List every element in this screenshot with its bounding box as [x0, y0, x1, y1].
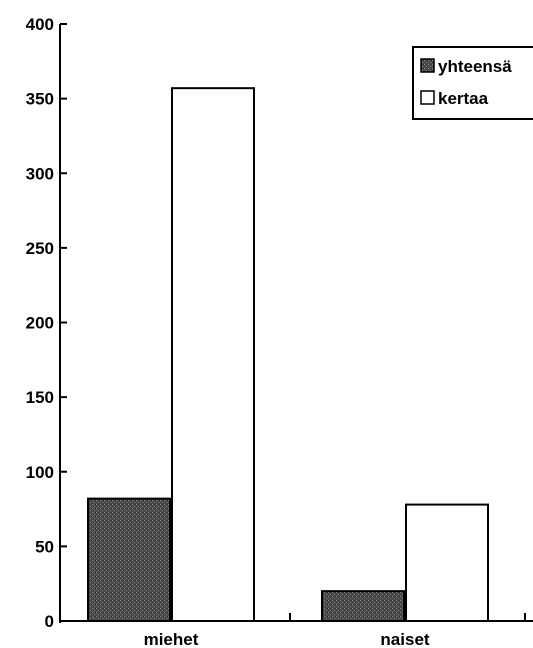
y-tick-label: 300 [26, 164, 54, 183]
bars-layer [87, 87, 489, 623]
legend-label-kertaa: kertaa [438, 89, 489, 108]
legend: yhteensä kertaa [412, 46, 533, 120]
bar-kertaa-miehet [171, 87, 255, 623]
y-axis: 0 50 100 150 200 250 300 350 400 [26, 15, 67, 631]
y-tick-label: 150 [26, 388, 54, 407]
y-tick-label: 250 [26, 239, 54, 258]
legend-label-yhteensa: yhteensä [438, 57, 512, 76]
y-tick-label: 350 [26, 90, 54, 109]
bar-kertaa-naiset [405, 503, 489, 622]
y-tick-label: 0 [45, 612, 54, 631]
bar-yhteens-miehet [87, 497, 171, 622]
y-tick-label: 50 [35, 537, 54, 556]
x-axis: miehet naiset [60, 613, 533, 648]
legend-swatch-yhteensa [420, 58, 435, 73]
y-tick-label: 200 [26, 314, 54, 333]
bar-yhteens-naiset [321, 590, 405, 623]
legend-swatch-kertaa [420, 90, 435, 105]
x-tick-label-naiset: naiset [380, 630, 429, 648]
x-tick-label-miehet: miehet [144, 630, 199, 648]
y-tick-label: 100 [26, 463, 54, 482]
y-tick-label: 400 [26, 15, 54, 34]
